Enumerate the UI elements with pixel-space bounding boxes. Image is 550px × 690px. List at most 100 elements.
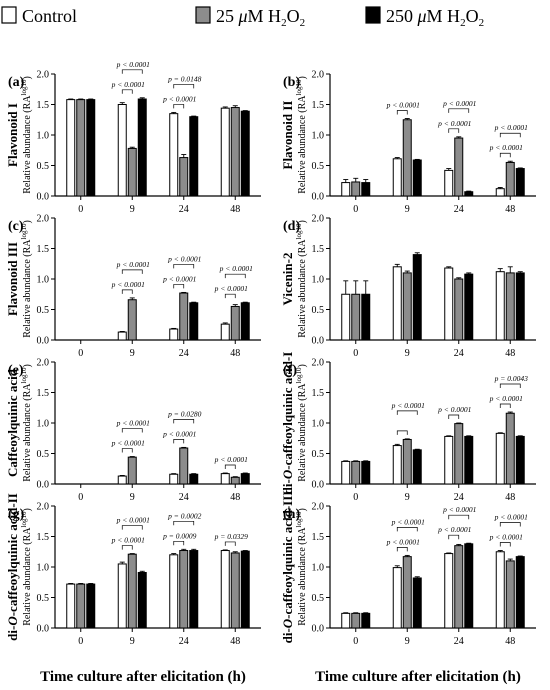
significance-bracket [224,273,246,279]
panel-letter: (c) [8,219,24,234]
bar [412,577,422,629]
y-tick-label: 1.5 [312,388,325,399]
bar [117,104,127,197]
significance-bracket [499,542,511,547]
legend-swatch-25um [195,6,211,24]
significance-bracket [121,269,143,274]
bar [76,99,86,197]
bar [117,331,127,341]
p-value-label: p < 0.0001 [437,405,471,414]
y-tick-label: 1.5 [37,532,50,543]
bar [351,293,361,341]
bar [505,161,515,197]
panel-g: (g)di-O-caffeoylquinic acid-II Relative a… [5,493,261,647]
bar [402,556,412,629]
bar [127,553,137,629]
p-value-label: p < 0.0001 [489,143,523,152]
p-value-label: p < 0.0001 [167,254,201,263]
bar [341,293,351,341]
bar [392,158,402,197]
bar [230,305,240,341]
y-tick-label: 1.5 [37,388,50,399]
x-tick-label: 9 [405,348,410,359]
legend-swatch-250um [365,6,381,24]
significance-bracket [173,284,185,289]
y-axis-label: Relative abundance (RAlog10) [20,508,33,626]
significance-bracket [448,514,470,520]
bar [454,423,464,485]
p-value-label: p < 0.0001 [442,505,476,514]
significance-bracket [121,428,143,433]
y-tick-label: 0.5 [37,305,50,316]
x-tick-label: 0 [78,492,83,503]
y-tick-label: 1.0 [37,275,50,286]
significance-bracket [396,527,418,532]
significance-bracket [173,439,185,444]
significance-bracket [396,410,418,415]
panel-letter: (b) [283,75,300,90]
bar [127,147,137,197]
bar [392,445,402,485]
significance-bracket [224,464,236,470]
bar [169,473,179,485]
y-tick-label: 1.0 [312,563,325,574]
bar [169,328,179,341]
bar [189,302,199,341]
p-value-label: p < 0.0001 [489,394,523,403]
legend-label-250um: 250 μM H2O2 [386,6,484,29]
significance-bracket [121,69,143,74]
significance-bracket [121,545,133,550]
bar [444,169,454,197]
p-value-label: p < 0.0001 [386,537,420,546]
p-value-label: p < 0.0001 [214,284,248,293]
significance-bracket [448,108,470,113]
panel-b: (b) Flavonoid II Relative abundance (RAlog… [280,70,536,215]
bar [240,302,250,341]
bar [137,571,147,629]
p-value-label: p < 0.0001 [391,401,425,410]
x-title-left: Time culture after elicitation (h) [40,669,246,685]
bar [495,551,505,629]
bar [179,550,189,629]
bar [240,110,250,197]
bar [515,168,525,197]
y-tick-label: 2.0 [312,70,325,81]
bar [402,272,412,341]
y-tick-label: 1.5 [37,100,50,111]
bar [189,550,199,629]
p-value-label: p < 0.0001 [111,280,145,289]
bar [515,272,525,341]
x-tick-label: 0 [78,348,83,359]
bar [464,273,474,341]
y-tick-label: 0.5 [312,449,325,460]
panel-a: (a) Flavonoid I Relative abundance (RAlog1… [5,60,261,215]
legend-swatch-control [1,6,17,24]
bar [402,119,412,197]
x-tick-label: 9 [405,492,410,503]
p-value-label: p < 0.0001 [219,264,253,273]
bar [515,556,525,629]
y-tick-label: 0.5 [37,161,50,172]
p-value-label: p = 0.0009 [162,531,196,540]
panel-c: (c) Flavonoid III Relative abundance (RAlo… [5,214,261,359]
x-tick-label: 9 [405,204,410,215]
bar [392,266,402,341]
y-tick-label: 0.5 [312,161,325,172]
bar [127,299,137,341]
significance-bracket [396,547,408,552]
p-value-label: p < 0.0001 [442,99,476,108]
y-axis-label: Relative abundance (RAlog10) [20,220,33,338]
y-tick-label: 0.0 [37,480,50,491]
x-tick-label: 24 [454,204,464,215]
significance-bracket [499,383,521,389]
y-tick-label: 2.0 [37,214,50,225]
significance-bracket [173,104,185,109]
panel-letter: (f) [283,363,297,378]
panel-letter: (a) [8,75,25,90]
bar [495,271,505,341]
p-value-label: p < 0.0001 [116,516,150,525]
panel-f: (f)di-O-caffeoylquinic acid-I Relative ab… [280,352,536,503]
bar [515,435,525,485]
x-tick-label: 24 [454,636,464,647]
bar [189,116,199,197]
